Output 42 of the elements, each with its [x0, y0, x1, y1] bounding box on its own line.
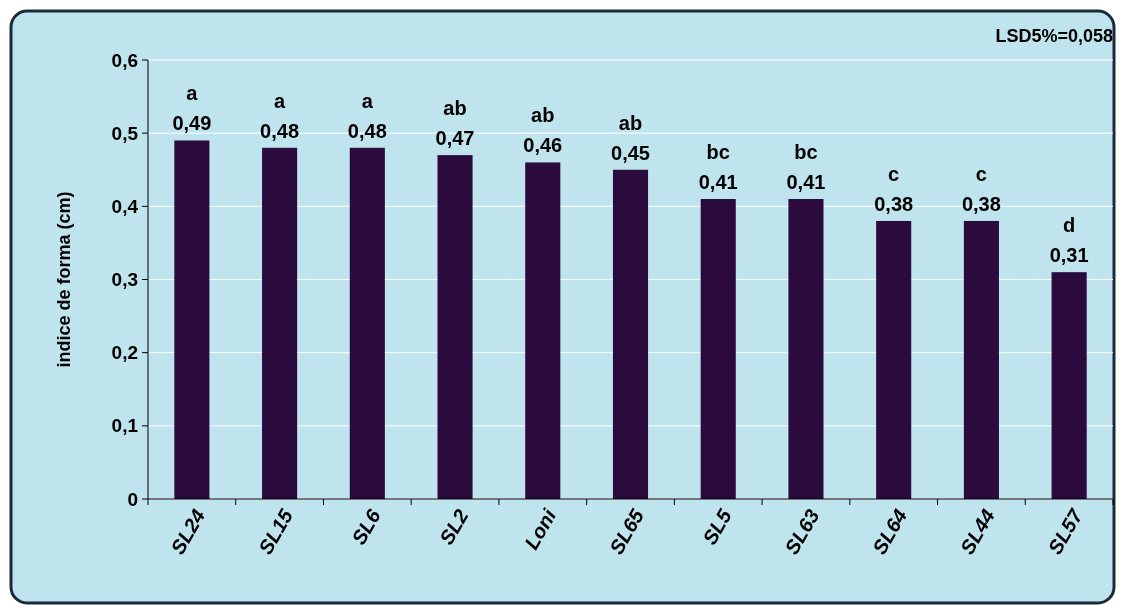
annotation: ab	[443, 97, 467, 120]
y-tick-label: 0,2	[111, 342, 138, 364]
bar	[525, 162, 561, 499]
bar	[700, 199, 736, 499]
annotation: a	[274, 89, 287, 112]
data-label: 0,38	[874, 192, 914, 215]
annotation: ab	[618, 111, 643, 134]
annotation: a	[361, 89, 374, 112]
annotation: d	[1063, 214, 1076, 237]
data-label: 0,45	[611, 141, 650, 164]
annotation: ab	[531, 104, 555, 127]
bar	[349, 147, 385, 499]
data-label: 0,46	[523, 134, 563, 157]
bar	[788, 199, 824, 499]
data-label: 0,41	[786, 171, 826, 194]
annotation: c	[975, 162, 987, 185]
data-label: 0,48	[347, 119, 387, 142]
annotation: bc	[794, 141, 818, 164]
annotation: a	[186, 82, 199, 105]
data-label: 0,49	[172, 112, 212, 135]
y-tick-label: 0	[127, 488, 138, 510]
y-tick-label: 0,3	[111, 269, 138, 291]
bar	[174, 140, 210, 499]
data-label: 0,47	[435, 127, 475, 150]
bar	[1051, 272, 1087, 499]
data-label: 0,38	[961, 192, 1001, 215]
bar	[612, 169, 649, 499]
text: LSD5%=0,058	[995, 26, 1113, 46]
bar	[963, 220, 999, 499]
y-tick-label: 0,6	[111, 49, 138, 71]
bar	[262, 147, 298, 499]
y-tick-label: 0,5	[111, 122, 139, 144]
bar	[876, 220, 912, 499]
data-label: 0,41	[698, 171, 738, 194]
y-axis-title: indice de forma (cm)	[54, 191, 74, 368]
annotation: bc	[706, 141, 730, 164]
bar	[437, 155, 473, 499]
y-tick-label: 0,4	[111, 195, 139, 217]
y-tick-label: 0,1	[111, 415, 139, 437]
data-label: 0,31	[1049, 244, 1089, 267]
data-label: 0,48	[260, 119, 300, 142]
annotation: c	[888, 162, 900, 185]
